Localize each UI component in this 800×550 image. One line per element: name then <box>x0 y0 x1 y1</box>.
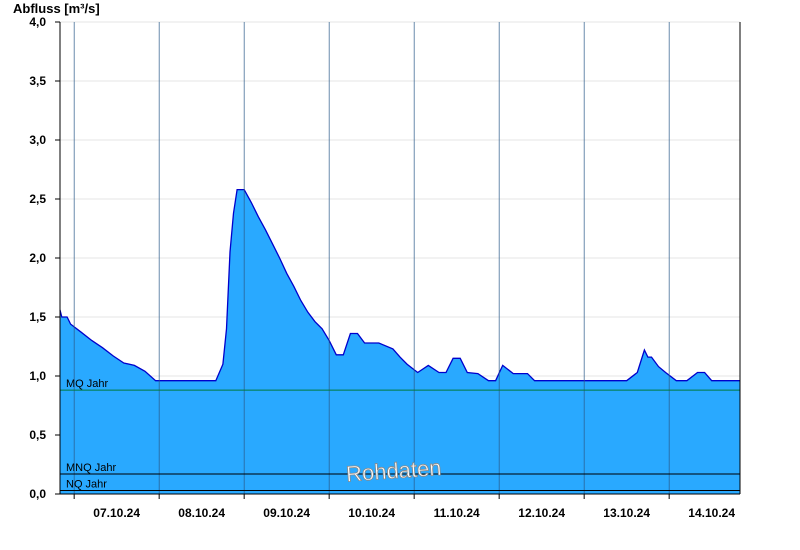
x-axis: 07.10.24 08.10.24 09.10.24 10.10.24 11.10.24… <box>73 494 735 520</box>
y-tick-label: 3,0 <box>29 133 46 147</box>
x-tick-label: 10.10.24 <box>348 506 395 520</box>
x-tick-label: 14.10.24 <box>688 506 735 520</box>
x-tick-label: 09.10.24 <box>263 506 310 520</box>
y-tick-label: 2,5 <box>29 192 46 206</box>
x-tick-label: 07.10.24 <box>93 506 140 520</box>
discharge-line <box>59 188 740 382</box>
reference-label: MQ Jahr <box>66 378 109 390</box>
y-tick-label: 0,0 <box>29 487 46 501</box>
reference-label: NQ Jahr <box>66 478 107 490</box>
x-tick-label: 13.10.24 <box>603 506 650 520</box>
y-tick-label: 4,0 <box>29 15 46 29</box>
y-axis-title: Abfluss [m³/s] <box>13 1 100 16</box>
reference-label: MNQ Jahr <box>66 462 116 474</box>
y-tick-label: 1,0 <box>29 369 46 383</box>
day-separators <box>73 22 670 494</box>
reference-lines: MQ Jahr MNQ Jahr NQ Jahr <box>60 378 740 491</box>
y-tick-label: 0,5 <box>29 428 46 442</box>
x-tick-label: 08.10.24 <box>178 506 225 520</box>
y-tick-label: 3,5 <box>29 74 46 88</box>
grid <box>60 21 740 436</box>
x-tick-label: 12.10.24 <box>518 506 565 520</box>
y-tick-label: 1,5 <box>29 310 46 324</box>
discharge-area <box>60 189 740 494</box>
y-tick-label: 2,0 <box>29 251 46 265</box>
x-tick-label: 11.10.24 <box>434 506 480 520</box>
y-axis: 0,0 0,5 1,0 1,5 2,0 2,5 3,0 3,5 4,0 <box>29 15 60 501</box>
